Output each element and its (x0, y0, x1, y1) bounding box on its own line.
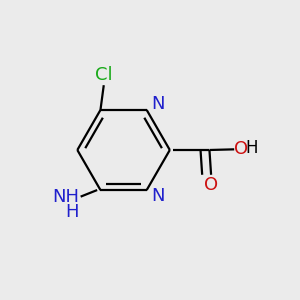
Text: NH: NH (52, 188, 79, 206)
Text: N: N (152, 95, 165, 113)
Text: H: H (245, 139, 258, 157)
Text: O: O (204, 176, 218, 194)
Text: Cl: Cl (95, 66, 112, 84)
Text: O: O (234, 140, 248, 158)
Text: H: H (66, 203, 79, 221)
Text: N: N (152, 187, 165, 205)
